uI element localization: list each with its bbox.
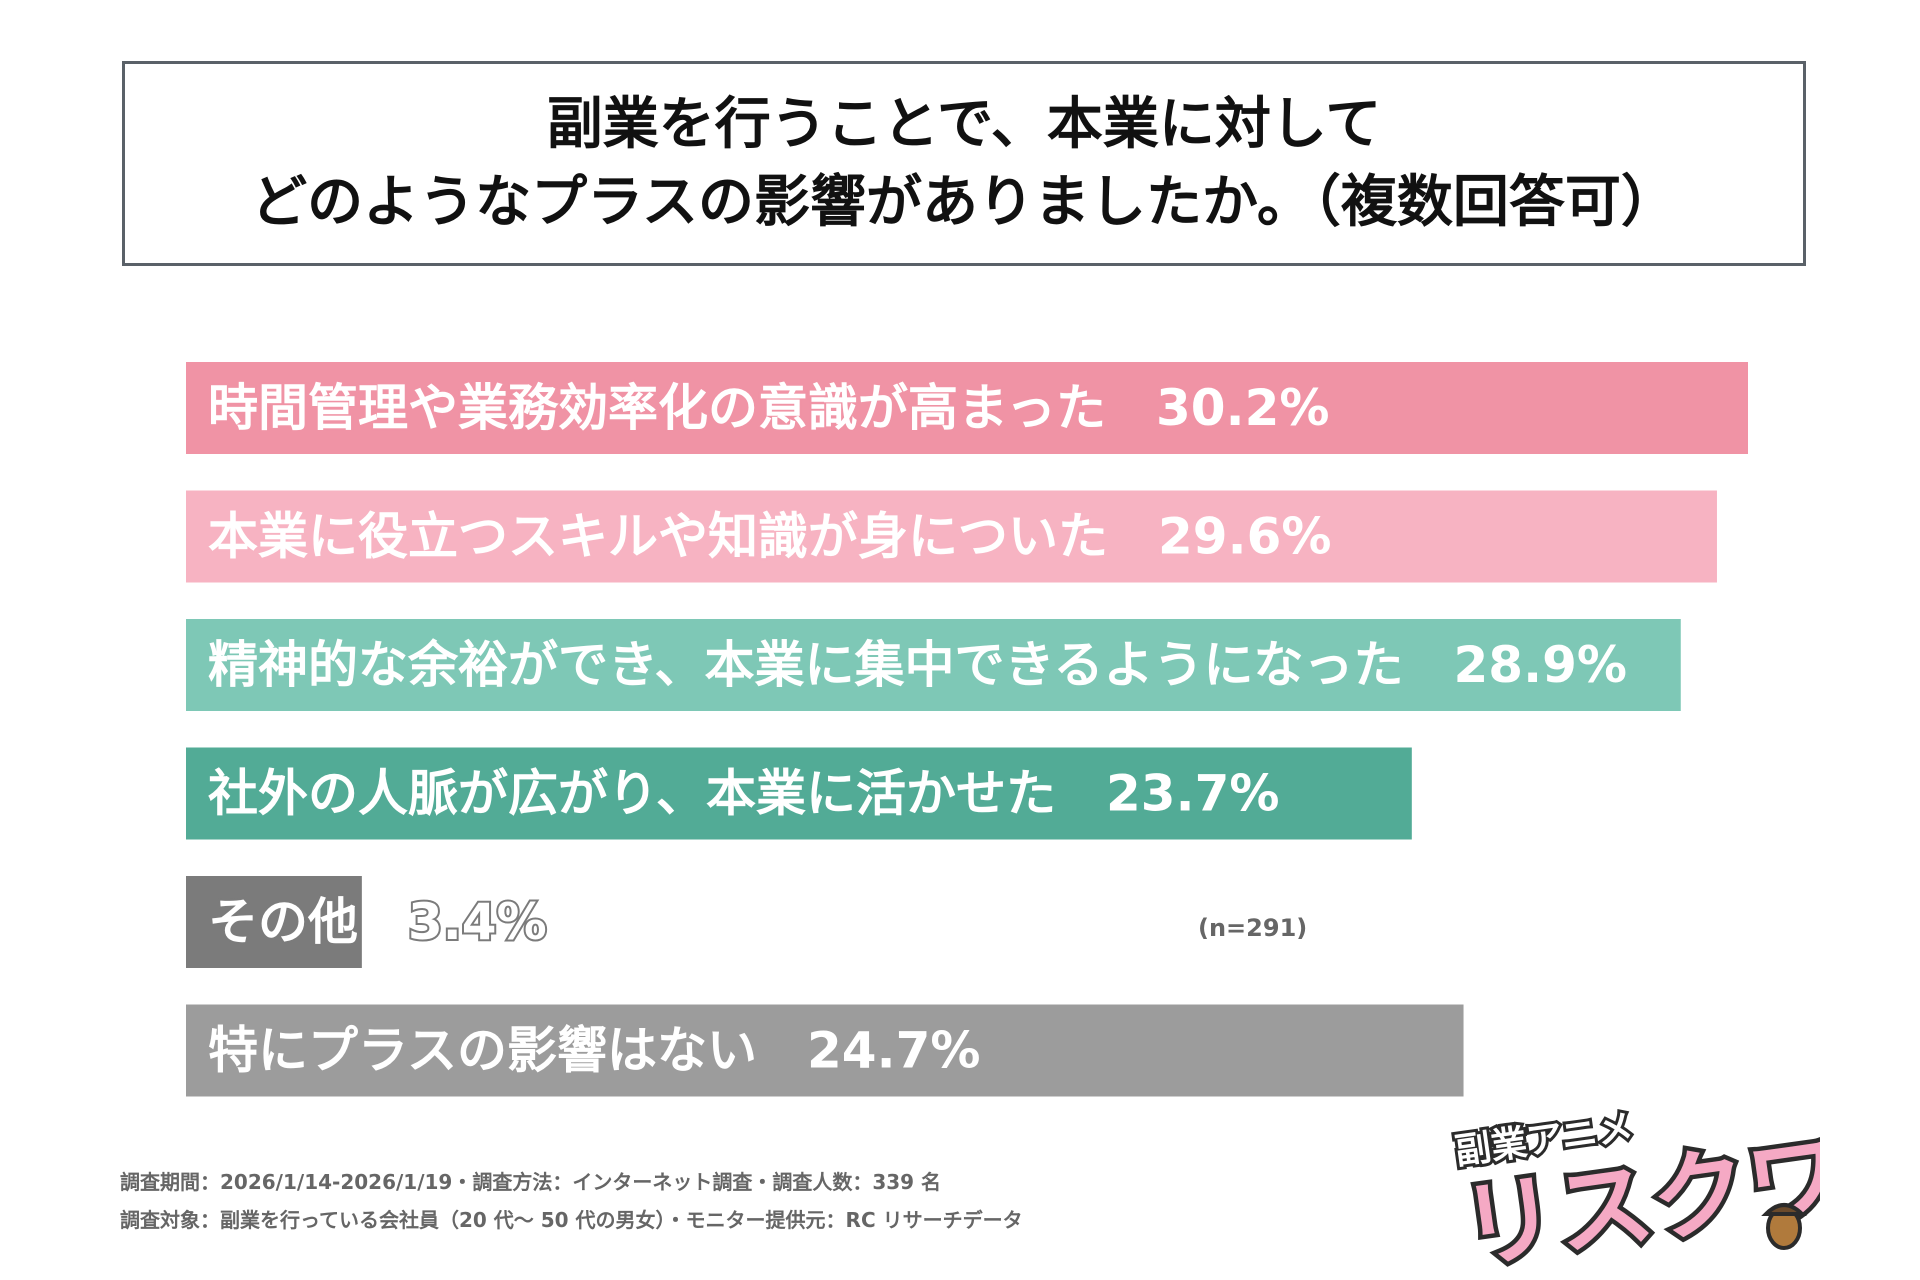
bar-label-0: 時間管理や業務効率化の意識が高まった 30.2% — [208, 379, 1329, 437]
bar-label-5: 特にプラスの影響はない 24.7% — [208, 1022, 980, 1080]
bar-label-4: その他 3.4% — [208, 893, 547, 951]
bar-5 — [186, 1004, 1464, 1097]
acorn-icon — [1761, 1203, 1807, 1250]
bar-1 — [186, 490, 1717, 583]
bar-label-2: 精神的な余裕ができ、本業に集中できるようになった 28.9% — [208, 636, 1627, 694]
chart-title-line-1: 副業を行うことで、本業に対して — [546, 91, 1382, 157]
survey-target-note: 調査対象：副業を行っている会社員（20 代～ 50 代の男女）・モニター提供元：… — [120, 1208, 1023, 1232]
bar-label-1: 本業に役立つスキルや知識が身についた 29.6% — [208, 508, 1331, 566]
risukuwa-logo: 副業アニメ リスクワ — [1450, 1104, 1820, 1268]
title-box: 副業を行うことで、本業に対して どのようなプラスの影響がありましたか。（複数回答… — [122, 61, 1806, 266]
bar-3 — [186, 747, 1412, 840]
bar-4 — [186, 876, 362, 968]
survey-period-note: 調査期間：2026/1/14-2026/1/19・調査方法：インターネット調査・… — [120, 1170, 942, 1194]
bar-2 — [186, 619, 1681, 711]
chart-title-line-2: どのようなプラスの影響がありましたか。（複数回答可） — [251, 169, 1677, 235]
sample-size-label: (n=291) — [1198, 914, 1308, 942]
bar-label-3: 社外の人脈が広がり、本業に活かせた 23.7% — [208, 765, 1279, 823]
bar-0 — [186, 362, 1748, 454]
